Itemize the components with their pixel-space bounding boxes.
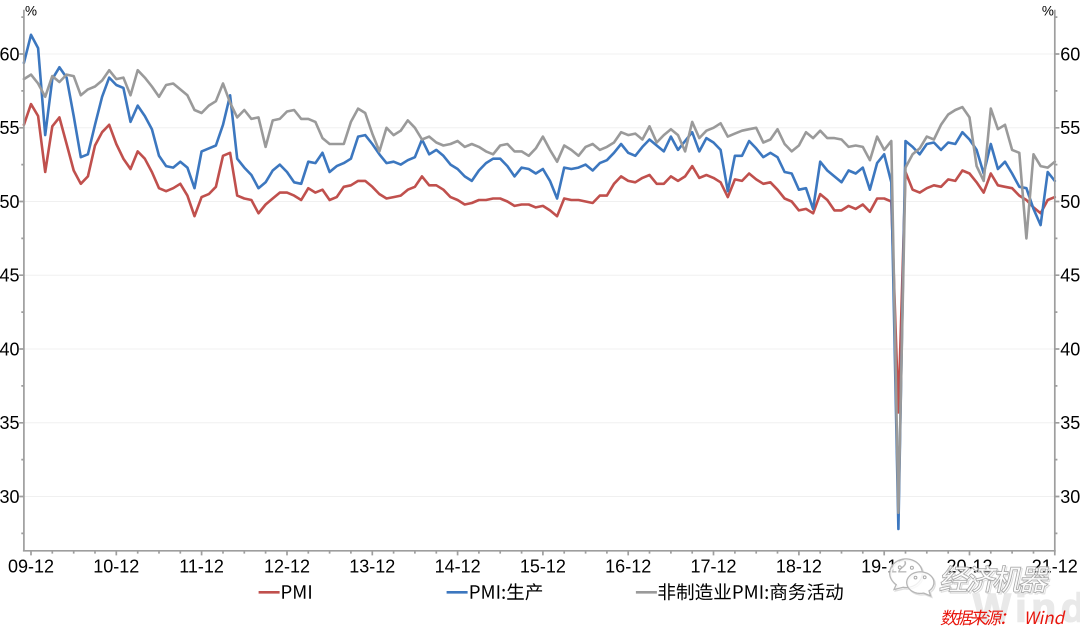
svg-text:30: 30 <box>1060 487 1080 507</box>
svg-text:55: 55 <box>1060 118 1080 138</box>
svg-text:09-12: 09-12 <box>8 557 54 577</box>
svg-text:40: 40 <box>0 339 20 359</box>
svg-text:18-12: 18-12 <box>776 557 822 577</box>
svg-text:17-12: 17-12 <box>690 557 736 577</box>
svg-text:13-12: 13-12 <box>349 557 395 577</box>
svg-text:%: % <box>1042 3 1054 18</box>
svg-text:10-12: 10-12 <box>93 557 139 577</box>
svg-text:14-12: 14-12 <box>435 557 481 577</box>
svg-text:60: 60 <box>1060 44 1080 64</box>
svg-text:55: 55 <box>0 118 20 138</box>
svg-text:35: 35 <box>1060 413 1080 433</box>
svg-text:12-12: 12-12 <box>264 557 310 577</box>
svg-text:%: % <box>25 3 37 18</box>
svg-text:40: 40 <box>1060 339 1080 359</box>
svg-text:11-12: 11-12 <box>179 557 224 577</box>
svg-text:45: 45 <box>0 266 20 286</box>
svg-text:50: 50 <box>0 192 20 212</box>
svg-text:16-12: 16-12 <box>605 557 651 577</box>
svg-text:30: 30 <box>0 487 20 507</box>
svg-text:50: 50 <box>1060 192 1080 212</box>
svg-text:15-12: 15-12 <box>520 557 566 577</box>
svg-text:60: 60 <box>0 44 20 64</box>
svg-text:35: 35 <box>0 413 20 433</box>
svg-text:21-12: 21-12 <box>1032 557 1078 577</box>
svg-text:Wind: Wind <box>973 586 1080 627</box>
svg-text:45: 45 <box>1060 266 1080 286</box>
